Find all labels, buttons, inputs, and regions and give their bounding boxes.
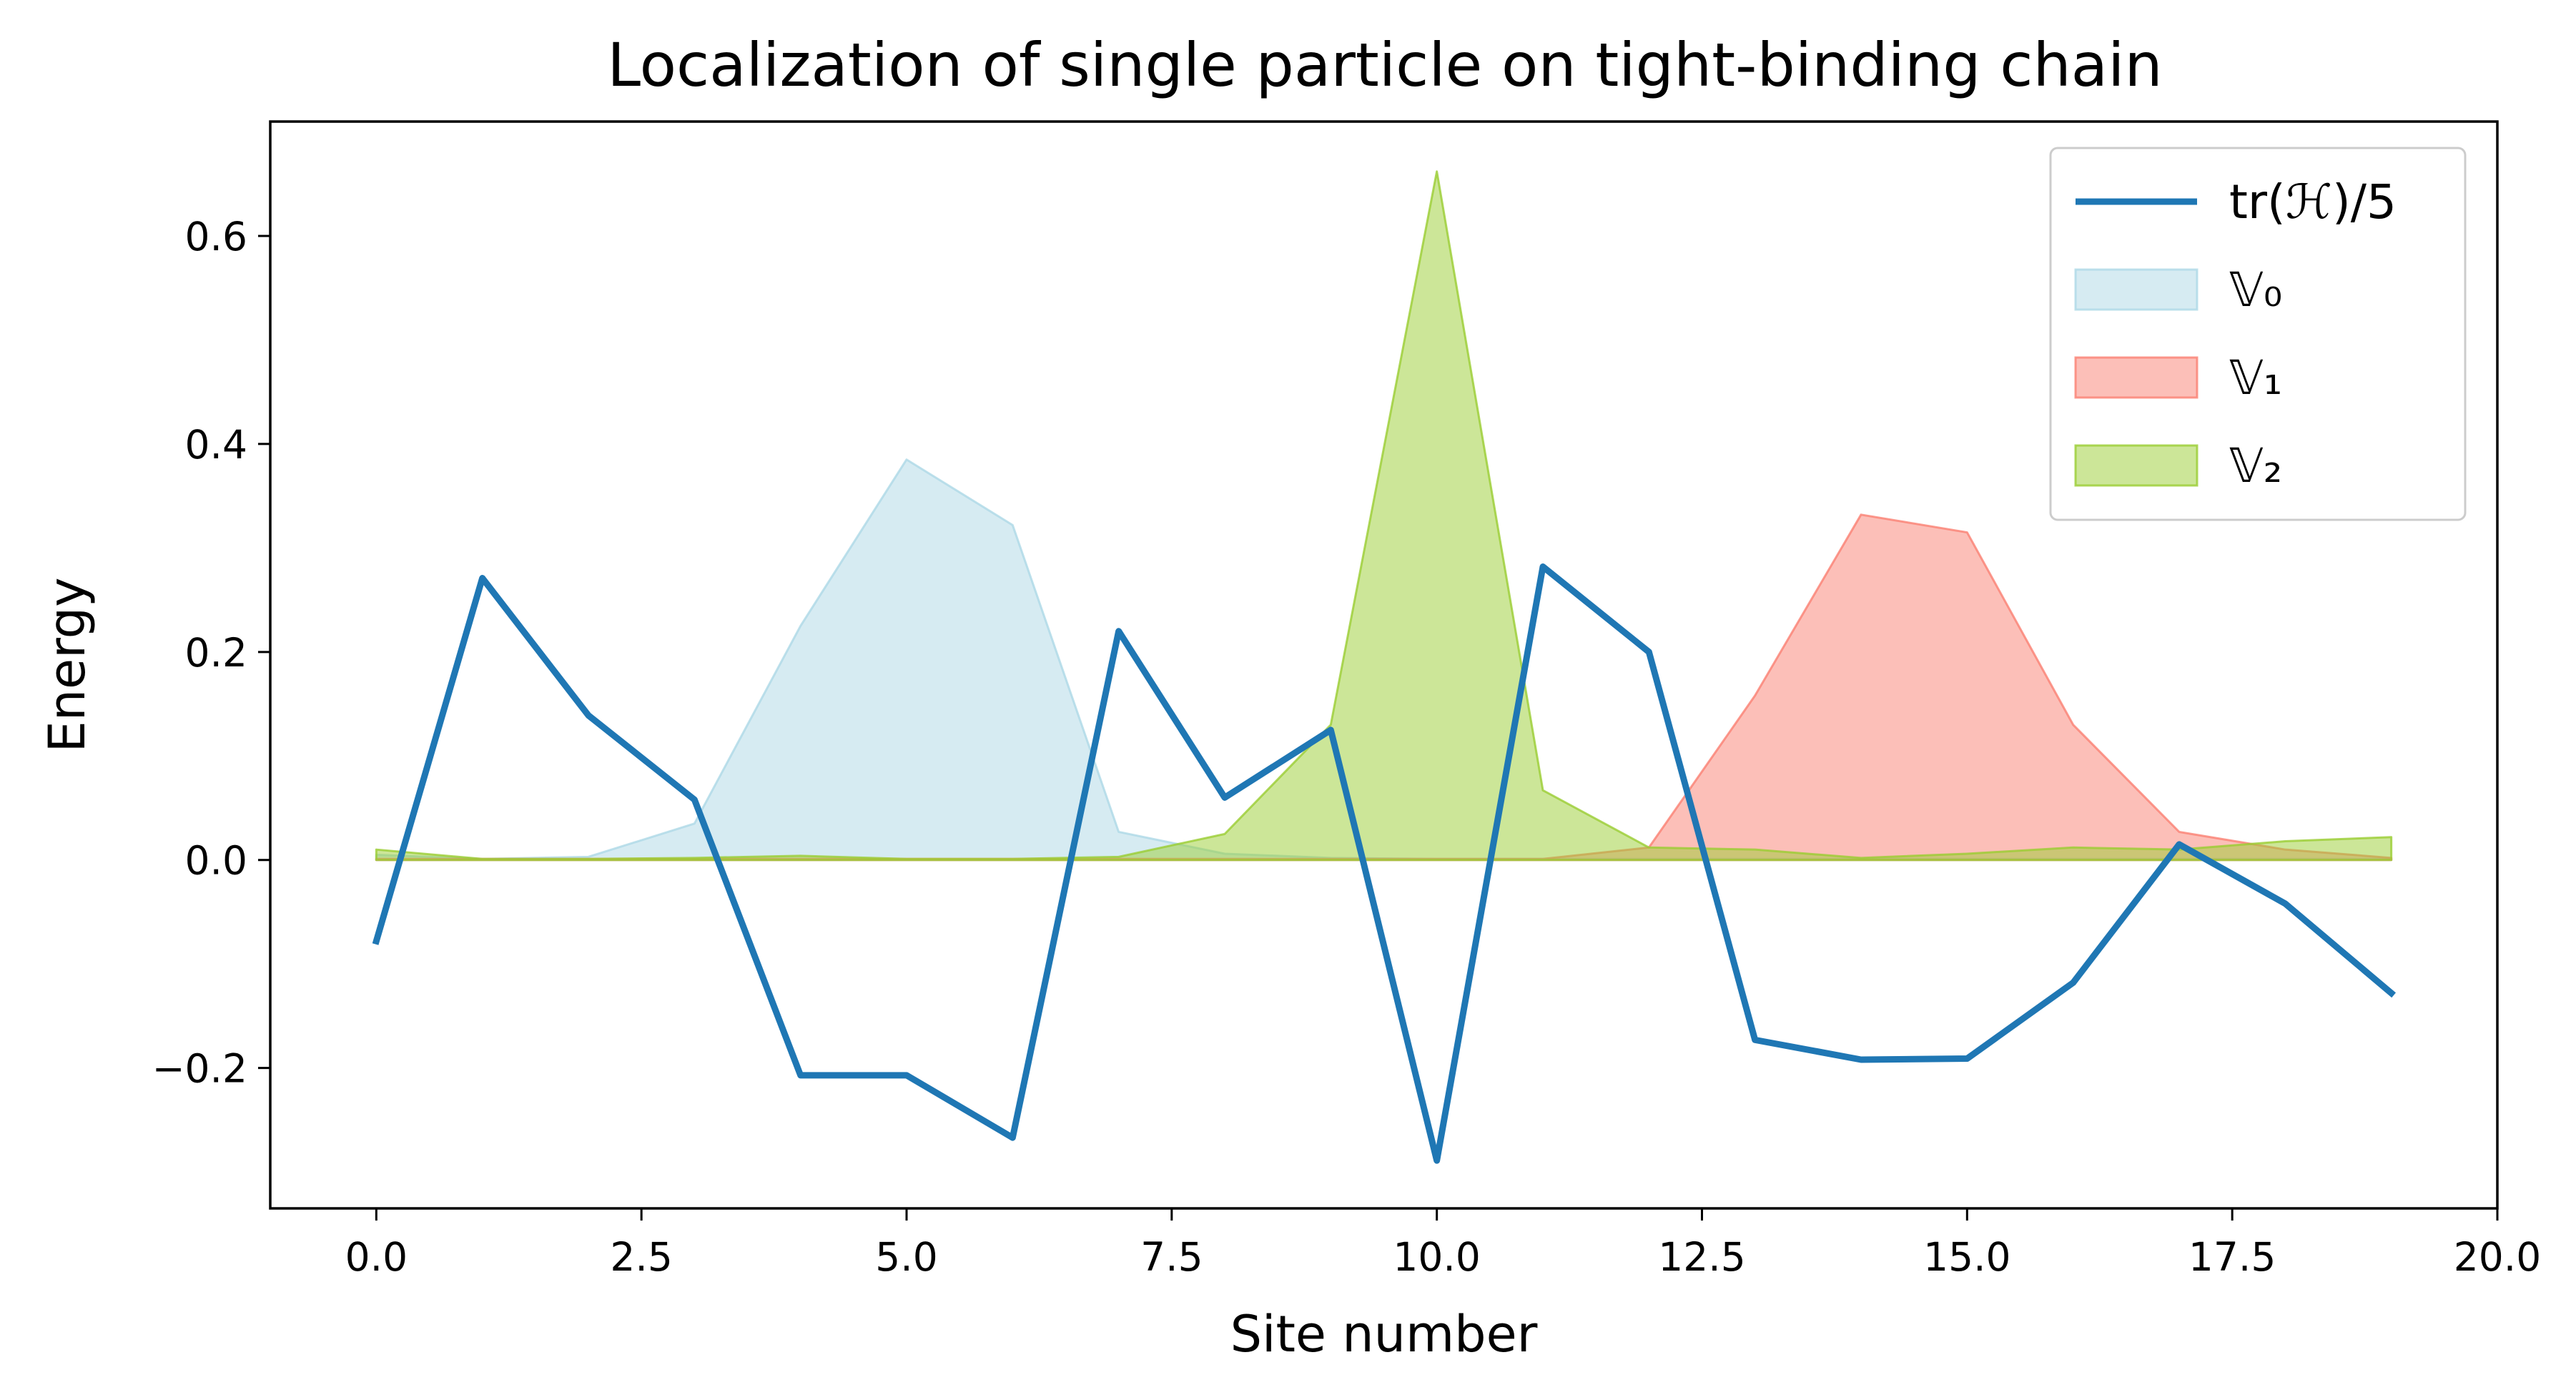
x-tick-label: 12.5 [1658,1234,1745,1280]
line-series-0 [372,563,2397,1164]
plot-frame [269,120,2499,1210]
y-tick-label: 0.6 [185,214,247,260]
legend-entry-label: 𝕍₂ [2229,438,2282,493]
chart-title: Localization of single particle on tight… [607,30,2162,100]
y-tick-label: 0.2 [185,630,247,676]
line-series-group [372,563,2397,1164]
x-tick-label: 0.0 [345,1234,408,1280]
x-tick-label: 5.0 [875,1234,937,1280]
legend-area-swatch [2074,444,2199,487]
y-axis-label: Energy [38,577,97,752]
x-tick-label: 7.5 [1140,1234,1203,1280]
x-tick-label: 17.5 [2188,1234,2276,1280]
legend-area-swatch [2074,356,2199,399]
y-tick-label: −0.2 [152,1046,247,1092]
area-series-3 [375,170,2393,862]
legend-entry-label: 𝕍₀ [2229,262,2282,317]
x-tick-label: 10.0 [1393,1234,1480,1280]
legend: tr(ℋ)/5 𝕍₀ 𝕍₁ 𝕍₂ [2049,147,2467,521]
y-tick-label: 0.0 [185,838,247,884]
legend-entry-label: tr(ℋ)/5 [2229,174,2397,230]
legend-entry-label: 𝕍₁ [2229,350,2282,405]
area-series-group [375,170,2393,862]
y-axis: −0.2 0.0 0.2 0.4 0.6 [152,214,270,1092]
x-axis-label: Site number [1230,1305,1538,1364]
x-tick-label: 20.0 [2454,1234,2541,1280]
x-tick-label: 15.0 [1923,1234,2010,1280]
y-tick-label: 0.4 [185,422,247,468]
legend-area-swatch [2074,268,2199,311]
x-tick-label: 2.5 [610,1234,672,1280]
x-axis: 0.0 2.5 5.0 7.5 10.0 12.5 15.0 17.5 20.0 [345,1208,2541,1280]
legend-box [2049,147,2467,521]
